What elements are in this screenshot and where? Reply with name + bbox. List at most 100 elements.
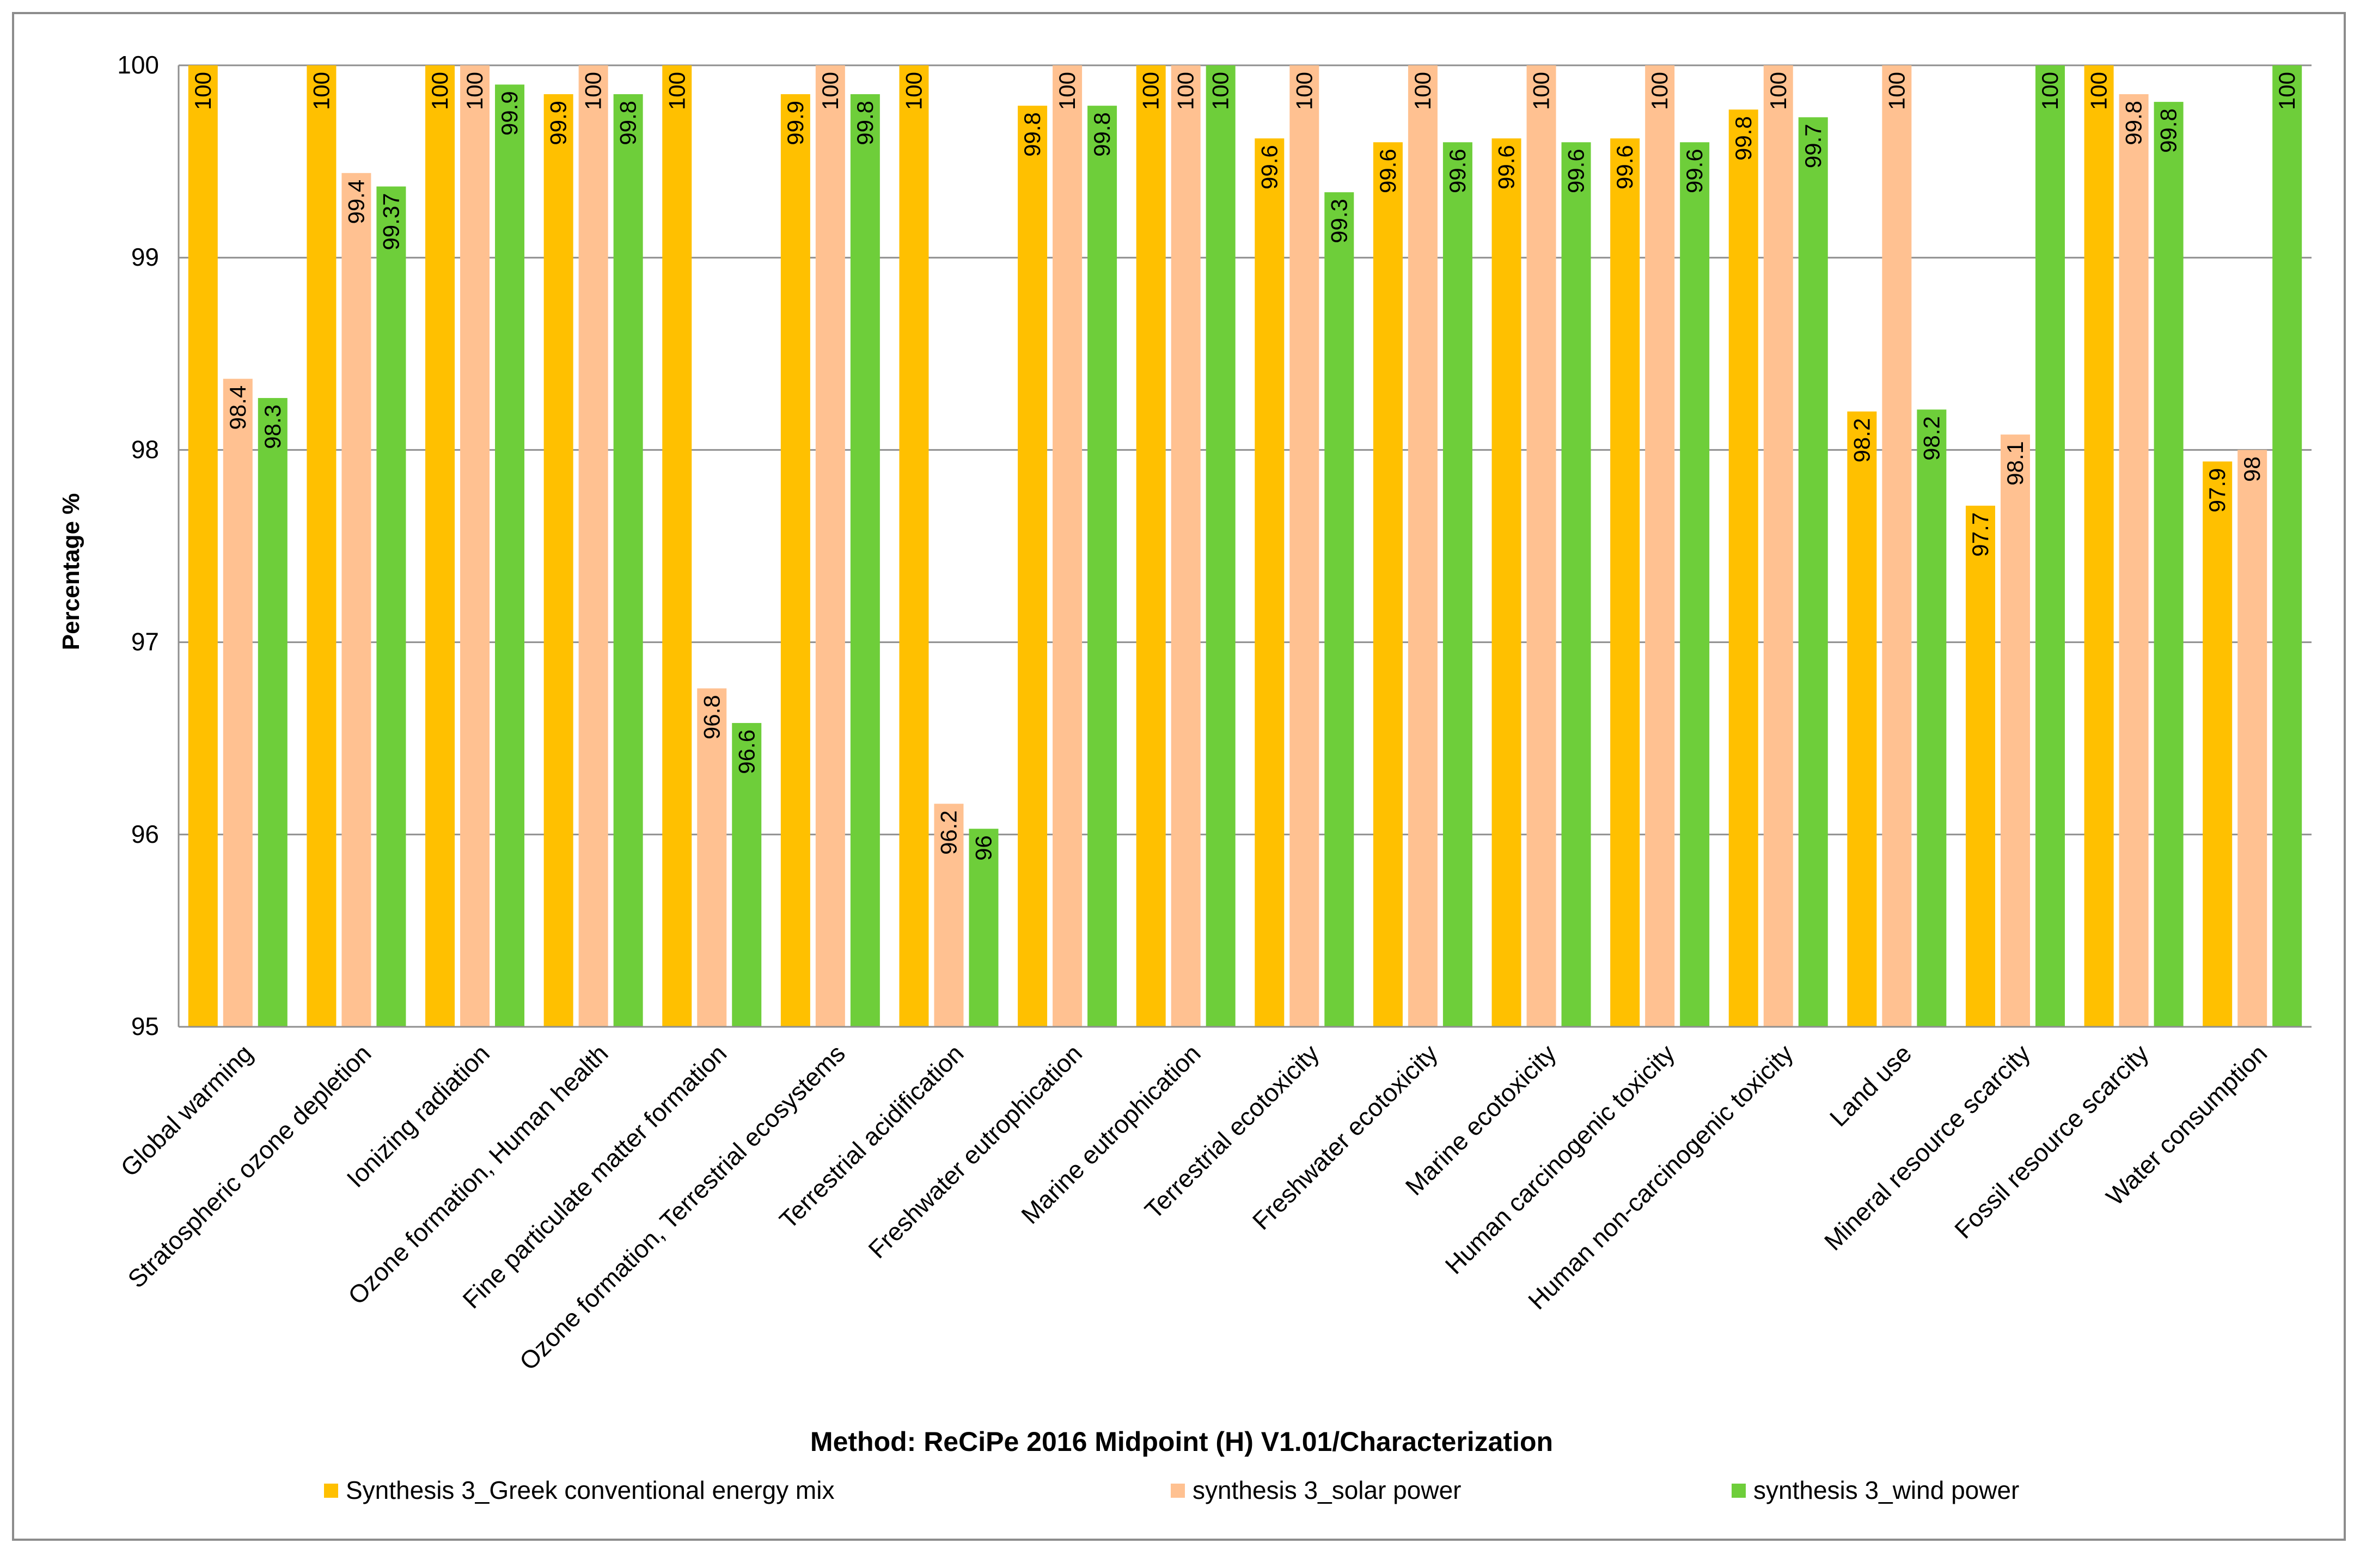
data-label: 99.8: [852, 101, 878, 145]
x-tick-label: Fine particulate matter formation: [457, 1039, 732, 1314]
legend-label: Synthesis 3_Greek conventional energy mi…: [346, 1476, 834, 1504]
data-label: 96.8: [699, 695, 724, 739]
bar: [1610, 138, 1640, 1027]
data-label: 99.6: [1494, 145, 1519, 189]
bar: [780, 94, 810, 1027]
bar: [2035, 65, 2065, 1027]
bar: [2272, 65, 2302, 1027]
y-tick-label: 99: [131, 243, 159, 271]
bar: [307, 65, 337, 1027]
data-label: 100: [901, 72, 926, 110]
data-label: 98: [2239, 456, 2265, 482]
data-label: 100: [1765, 72, 1791, 110]
bar: [815, 65, 845, 1027]
data-label: 96: [970, 835, 996, 861]
bar: [1917, 409, 1947, 1027]
x-tick-label: Stratospheric ozone depletion: [122, 1039, 376, 1293]
data-label: 99.8: [1089, 112, 1115, 157]
bar: [934, 804, 964, 1027]
data-label: 99.6: [1612, 145, 1637, 189]
data-label: 99.8: [1731, 116, 1756, 161]
bar: [1171, 65, 1201, 1027]
bar: [341, 173, 371, 1027]
bar: [1373, 142, 1403, 1027]
data-label: 98.2: [1918, 416, 1944, 461]
data-label: 99.6: [1256, 145, 1282, 189]
data-label: 100: [1138, 72, 1164, 110]
data-label: 100: [2274, 72, 2300, 110]
bar: [2237, 450, 2267, 1027]
data-label: 100: [580, 72, 606, 110]
data-label: 97.7: [1967, 512, 1993, 557]
data-label: 99.6: [1563, 149, 1589, 193]
data-label: 100: [1173, 72, 1199, 110]
bar: [1442, 142, 1472, 1027]
data-label: 100: [1529, 72, 1554, 110]
x-tick-label: Human carcinogenic toxicity: [1439, 1039, 1680, 1279]
data-label: 99.8: [2156, 108, 2181, 153]
y-tick-label: 96: [131, 820, 159, 848]
y-axis-title: Percentage %: [58, 493, 84, 651]
data-label: 97.9: [2204, 468, 2230, 513]
bar: [850, 94, 880, 1027]
bar: [578, 65, 608, 1027]
data-label: 98.3: [260, 405, 285, 449]
x-tick-label: Ozone formation, Human health: [343, 1039, 614, 1310]
legend-swatch: [324, 1484, 338, 1498]
bar: [1882, 65, 1912, 1027]
bar: [223, 378, 253, 1027]
x-tick-label: Human non-carcinogenic toxicity: [1523, 1039, 1799, 1315]
bar: [258, 398, 288, 1027]
y-tick-label: 98: [131, 435, 159, 463]
data-label: 96.2: [936, 810, 961, 855]
bar: [1408, 65, 1438, 1027]
bar: [662, 65, 692, 1027]
bar: [1289, 65, 1319, 1027]
data-label: 99.6: [1445, 149, 1470, 193]
bar: [1965, 505, 1995, 1027]
data-label: 99.37: [378, 193, 403, 250]
data-label: 100: [1884, 72, 1909, 110]
bar: [1136, 65, 1166, 1027]
bar: [1763, 65, 1793, 1027]
data-label: 100: [817, 72, 843, 110]
y-tick-label: 100: [117, 51, 159, 79]
bar: [899, 65, 929, 1027]
data-label: 99.7: [1800, 124, 1826, 168]
bar: [732, 722, 762, 1027]
data-label: 100: [1208, 72, 1233, 110]
bar: [495, 84, 525, 1027]
y-tick-label: 95: [131, 1012, 159, 1040]
bar: [1526, 65, 1556, 1027]
bar: [425, 65, 455, 1027]
bar: [1561, 142, 1591, 1027]
bar: [460, 65, 490, 1027]
bar: [2000, 434, 2030, 1027]
legend: Synthesis 3_Greek conventional energy mi…: [324, 1476, 2019, 1504]
data-label: 100: [1647, 72, 1672, 110]
bar: [1206, 65, 1236, 1027]
bar: [1491, 138, 1521, 1027]
legend-label: synthesis 3_solar power: [1193, 1476, 1461, 1504]
bar: [1087, 106, 1117, 1027]
bar: [1324, 192, 1354, 1027]
bar: [969, 829, 999, 1027]
data-label: 100: [308, 72, 334, 110]
data-label: 99.8: [1019, 112, 1045, 157]
legend-label: synthesis 3_wind power: [1753, 1476, 2019, 1504]
bar: [2084, 65, 2114, 1027]
data-label: 99.8: [615, 101, 641, 145]
y-tick-label: 97: [131, 628, 159, 656]
data-label: 99.6: [1375, 149, 1401, 193]
data-label: 98.2: [1849, 418, 1874, 463]
data-label: 100: [664, 72, 689, 110]
data-label: 100: [1054, 72, 1080, 110]
data-label: 100: [1291, 72, 1317, 110]
data-label: 100: [2037, 72, 2063, 110]
bar: [1847, 411, 1877, 1027]
bar: [2154, 102, 2184, 1027]
bar: [1728, 109, 1758, 1027]
data-labels: 100 98.4 98.3 100 99.4 99.37 100 100 99.9 99.9 100…: [190, 72, 2300, 861]
x-tick-label: Mineral resource scarcity: [1819, 1039, 2035, 1255]
